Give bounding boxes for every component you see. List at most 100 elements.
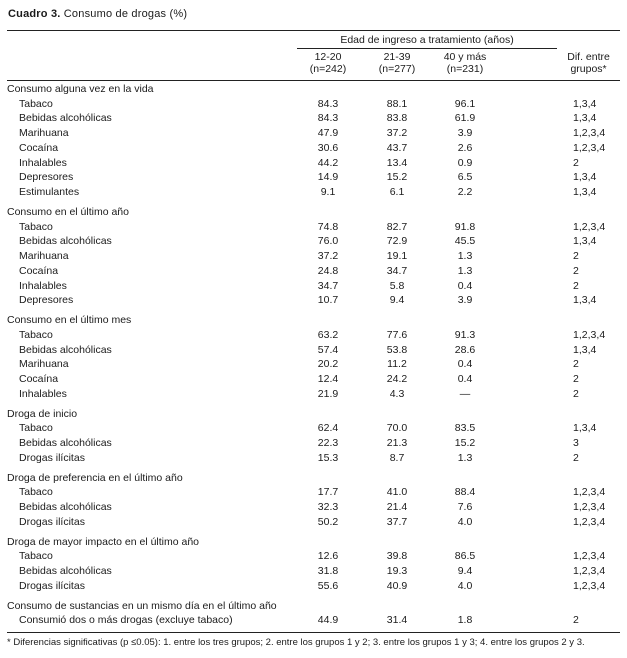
column-header-age-40-plus: 40 y más (n=231) bbox=[435, 48, 495, 81]
table-caption-number: Cuadro 3. bbox=[8, 8, 61, 20]
value-cell: 9.4 bbox=[457, 565, 473, 577]
diff-groups-cell: 2 bbox=[573, 387, 579, 400]
value-cell: 50.2 bbox=[317, 515, 339, 528]
section-heading-row: Droga de mayor impacto en el último año bbox=[7, 530, 620, 550]
table-row: Consumió dos o más drogas (excluye tabac… bbox=[7, 613, 621, 633]
row-label: Cocaína bbox=[19, 373, 59, 385]
section-heading: Droga de mayor impacto en el último año bbox=[7, 535, 200, 548]
value-cell: 91.3 bbox=[454, 328, 476, 341]
value-cell: 84.3 bbox=[317, 97, 339, 110]
spacer-cell bbox=[495, 613, 558, 633]
spacer-cell bbox=[495, 112, 557, 127]
value-cell: 19.1 bbox=[386, 250, 408, 262]
value-cell: 15.2 bbox=[386, 171, 408, 184]
row-label: Drogas ilícitas bbox=[19, 451, 85, 464]
table-row: Cocaína 12.4 24.2 0.4 2 bbox=[7, 373, 620, 388]
value-cell: 83.8 bbox=[386, 112, 408, 125]
section-heading: Consumo de sustancias en un mismo día en… bbox=[7, 599, 277, 612]
value-cell: 91.8 bbox=[454, 220, 476, 233]
value-cell: 62.4 bbox=[317, 422, 339, 435]
value-cell: 3.9 bbox=[457, 127, 473, 139]
column-header-line: Dif. entre bbox=[567, 51, 610, 63]
value-cell: 0.4 bbox=[457, 358, 473, 371]
group-header-row: Edad de ingreso a tratamiento (años) bbox=[7, 30, 621, 49]
value-cell: 4.0 bbox=[457, 515, 473, 528]
value-cell: 15.2 bbox=[454, 437, 476, 449]
spacer-cell bbox=[495, 250, 557, 265]
value-cell: 72.9 bbox=[386, 235, 408, 248]
section-heading: Consumo alguna vez en la vida bbox=[7, 82, 154, 95]
diff-groups-cell: 1,3,4 bbox=[573, 294, 597, 307]
diff-groups-cell: 1,3,4 bbox=[573, 186, 597, 198]
table-row: Marihuana 20.2 11.2 0.4 2 bbox=[7, 358, 620, 373]
value-cell: 37.2 bbox=[317, 250, 339, 262]
table-row: Cocaína 24.8 34.7 1.3 2 bbox=[7, 264, 620, 279]
value-cell: 82.7 bbox=[386, 220, 408, 233]
value-cell: 34.7 bbox=[386, 264, 408, 277]
row-label: Tabaco bbox=[19, 422, 53, 435]
diff-groups-cell: 2 bbox=[573, 250, 579, 262]
table-row: Drogas ilícitas 15.3 8.7 1.3 2 bbox=[7, 451, 620, 466]
diff-groups-cell: 1,3,4 bbox=[573, 171, 597, 184]
value-cell: 24.8 bbox=[317, 264, 339, 277]
table-row: Bebidas alcohólicas 57.4 53.8 28.6 1,3,4 bbox=[7, 343, 620, 358]
column-header-spacer bbox=[495, 48, 558, 81]
diff-groups-cell: 1,3,4 bbox=[573, 343, 597, 356]
value-cell: 31.8 bbox=[317, 565, 339, 577]
table-row: Bebidas alcohólicas 76.0 72.9 45.5 1,3,4 bbox=[7, 235, 620, 250]
table-row: Marihuana 47.9 37.2 3.9 1,2,3,4 bbox=[7, 127, 620, 142]
value-cell: 74.8 bbox=[317, 220, 339, 233]
value-cell: 2.2 bbox=[457, 186, 473, 198]
row-label: Bebidas alcohólicas bbox=[19, 437, 112, 449]
value-cell: 40.9 bbox=[386, 579, 408, 592]
spacer-cell bbox=[495, 171, 557, 186]
value-cell: 88.4 bbox=[454, 486, 476, 499]
value-cell: 37.7 bbox=[386, 515, 408, 528]
value-cell: 1.3 bbox=[457, 264, 473, 277]
value-cell: 55.6 bbox=[317, 579, 339, 592]
table-row: Tabaco 12.6 39.8 86.5 1,2,3,4 bbox=[7, 550, 620, 565]
value-cell: 43.7 bbox=[386, 141, 408, 154]
row-label: Depresores bbox=[19, 294, 74, 307]
table-row: Inhalables 44.2 13.4 0.9 2 bbox=[7, 156, 620, 171]
value-cell: 0.9 bbox=[457, 156, 473, 169]
row-label: Inhalables bbox=[19, 387, 67, 400]
table-footnote: * Diferencias significativas (p ≤0.05): … bbox=[7, 637, 585, 648]
section-heading-row: Consumo en el último año bbox=[7, 200, 620, 220]
diff-groups-cell: 2 bbox=[573, 373, 579, 385]
value-cell: 12.6 bbox=[317, 550, 339, 563]
table-row: Bebidas alcohólicas 32.3 21.4 7.6 1,2,3,4 bbox=[7, 501, 620, 516]
table-row: Bebidas alcohólicas 22.3 21.3 15.2 3 bbox=[7, 437, 620, 452]
row-label: Tabaco bbox=[19, 97, 53, 110]
table-row: Marihuana 37.2 19.1 1.3 2 bbox=[7, 250, 620, 265]
label-column-header bbox=[7, 48, 297, 81]
value-cell: 22.3 bbox=[317, 437, 339, 449]
age-group-header: Edad de ingreso a tratamiento (años) bbox=[297, 30, 558, 49]
spacer-cell bbox=[495, 97, 557, 112]
value-cell: 30.6 bbox=[317, 141, 339, 154]
column-header-line: (n=242) bbox=[309, 63, 347, 76]
value-cell: 7.6 bbox=[457, 501, 473, 513]
value-cell: 88.1 bbox=[386, 97, 408, 110]
value-cell: 45.5 bbox=[454, 235, 476, 248]
spacer-cell bbox=[495, 422, 557, 437]
table-header: Edad de ingreso a tratamiento (años) 12-… bbox=[7, 30, 621, 81]
value-cell: 9.4 bbox=[389, 294, 405, 307]
value-cell: 20.2 bbox=[317, 358, 339, 371]
table-row: Tabaco 74.8 82.7 91.8 1,2,3,4 bbox=[7, 220, 620, 235]
diff-groups-cell: 1,3,4 bbox=[573, 235, 597, 248]
table-row: Inhalables 21.9 4.3 — 2 bbox=[7, 387, 620, 402]
value-cell: 32.3 bbox=[317, 501, 339, 513]
spacer-cell bbox=[495, 387, 557, 402]
table-row: Depresores 14.9 15.2 6.5 1,3,4 bbox=[7, 171, 620, 186]
table-row: Cocaína 30.6 43.7 2.6 1,2,3,4 bbox=[7, 141, 620, 156]
row-label: Cocaína bbox=[19, 141, 59, 154]
value-cell: 0.4 bbox=[457, 279, 473, 292]
column-header-line: 40 y más bbox=[443, 51, 487, 63]
value-cell: 83.5 bbox=[454, 422, 476, 435]
diff-groups-cell: 1,2,3,4 bbox=[573, 127, 606, 139]
value-cell: 21.4 bbox=[386, 501, 408, 513]
diff-groups-cell: 1,2,3,4 bbox=[573, 550, 606, 563]
diff-groups-cell: 1,3,4 bbox=[573, 112, 597, 125]
row-label: Tabaco bbox=[19, 328, 53, 341]
